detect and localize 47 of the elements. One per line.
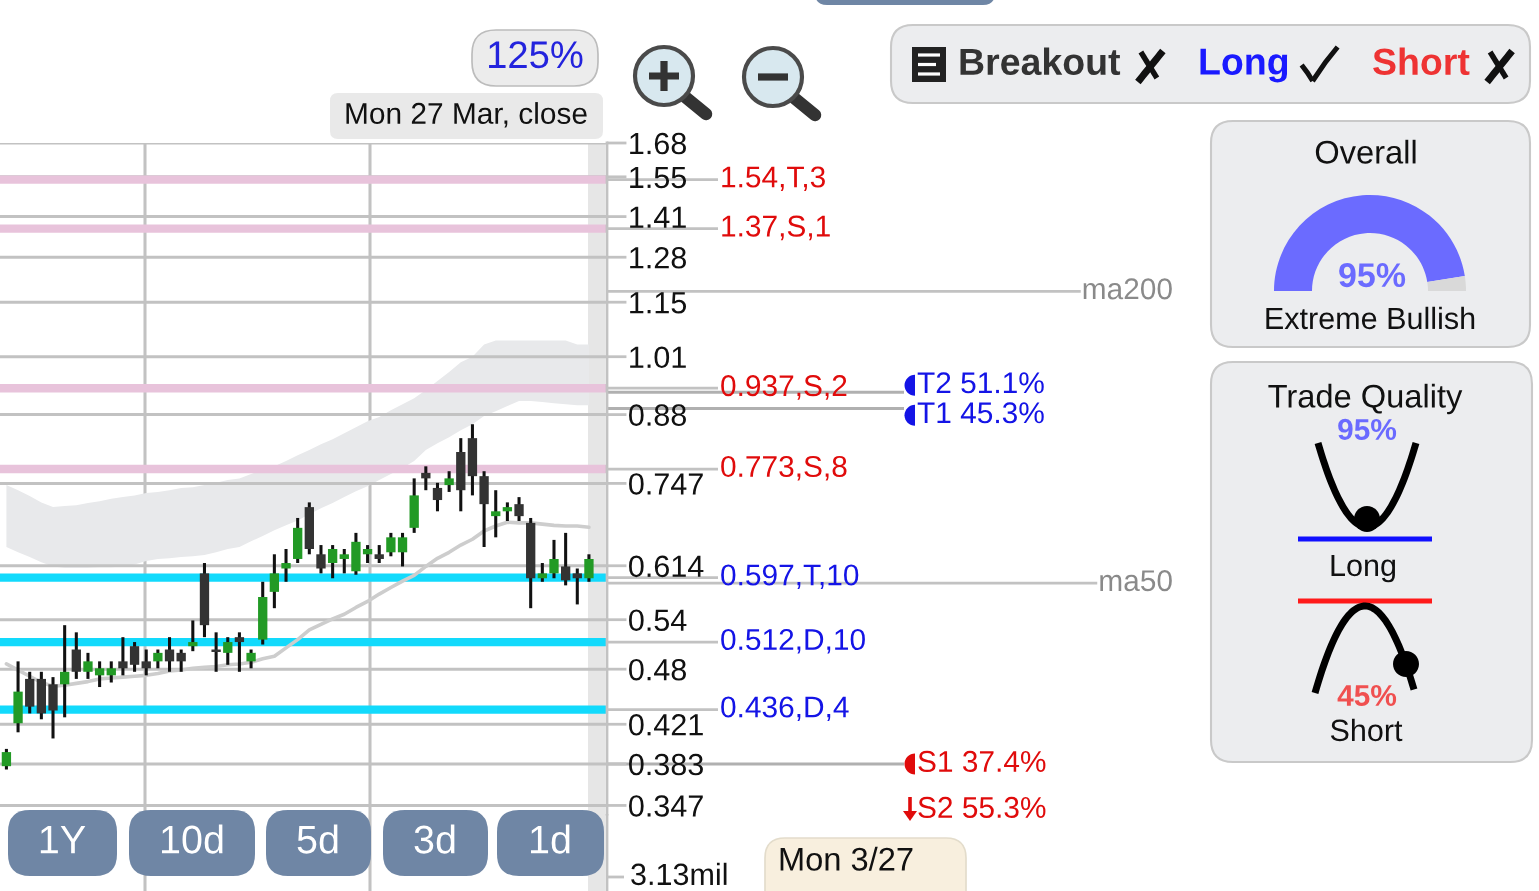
y-tick-label: 0.54 [629,609,687,632]
ref-line-label: ma200 [1083,278,1172,300]
ref-line-label: 0.597,T,10 [721,564,859,590]
ref-line-label: 0.937,S,2 [721,375,847,400]
y-tick-label: 0.747 [629,473,703,495]
ref-line-label: T1 45.3% [917,402,1044,424]
y-tick-label: 1.01 [630,346,686,369]
text: S2 55.3% [918,796,1046,819]
y-tick-label: 1.15 [630,292,687,314]
y-tick-label: 0.88 [629,404,686,426]
y-tick-label: 0.383 [629,753,703,776]
y-tick-label: 0.421 [629,713,703,736]
text: 1Y [40,826,86,854]
text: 95% [1338,418,1397,441]
text: 45% [1337,684,1397,707]
ref-line-label: 1.54,T,3 [722,166,825,192]
text: Extreme Bullish [1266,306,1475,330]
ref-line-label: 1.37,S,1 [722,215,830,241]
ref-line-label: 0.773,S,8 [721,455,847,481]
text: 3d [414,824,455,854]
y-tick-label: 0.48 [629,658,686,681]
text: Short [1330,718,1403,742]
text: Mon 3/27 [780,846,913,871]
text: Mon 27 Mar, close [346,102,587,128]
y-tick-label: 1.41 [630,206,686,228]
text: Breakout [960,47,1121,76]
text: 3.13mil [631,862,727,886]
y-tick-label: 0.614 [629,555,704,578]
text: 10d [162,824,223,854]
y-tick-label: 1.68 [630,132,686,155]
text: 5d [297,824,338,854]
ref-line-label: ma50 [1100,570,1172,592]
text: 1d [531,824,570,854]
ref-line-label: T2 51.1% [917,372,1044,394]
text: 125% [489,41,583,69]
data-label: 95% [1339,263,1406,288]
ref-line-label: S1 37.4% [918,750,1046,772]
y-tick-label: 0.347 [629,795,703,817]
y-tick-label: 1.55 [630,166,687,189]
ref-line-label: 0.512,D,10 [721,628,865,654]
y-tick-label: 1.28 [630,246,686,269]
text: Short [1373,47,1470,76]
ref-line-label: 0.436,D,4 [721,696,849,722]
text: Trade Quality [1268,383,1463,415]
text: Long [1331,554,1396,583]
chart-title: Overall [1315,139,1416,164]
text: Long [1200,48,1288,83]
